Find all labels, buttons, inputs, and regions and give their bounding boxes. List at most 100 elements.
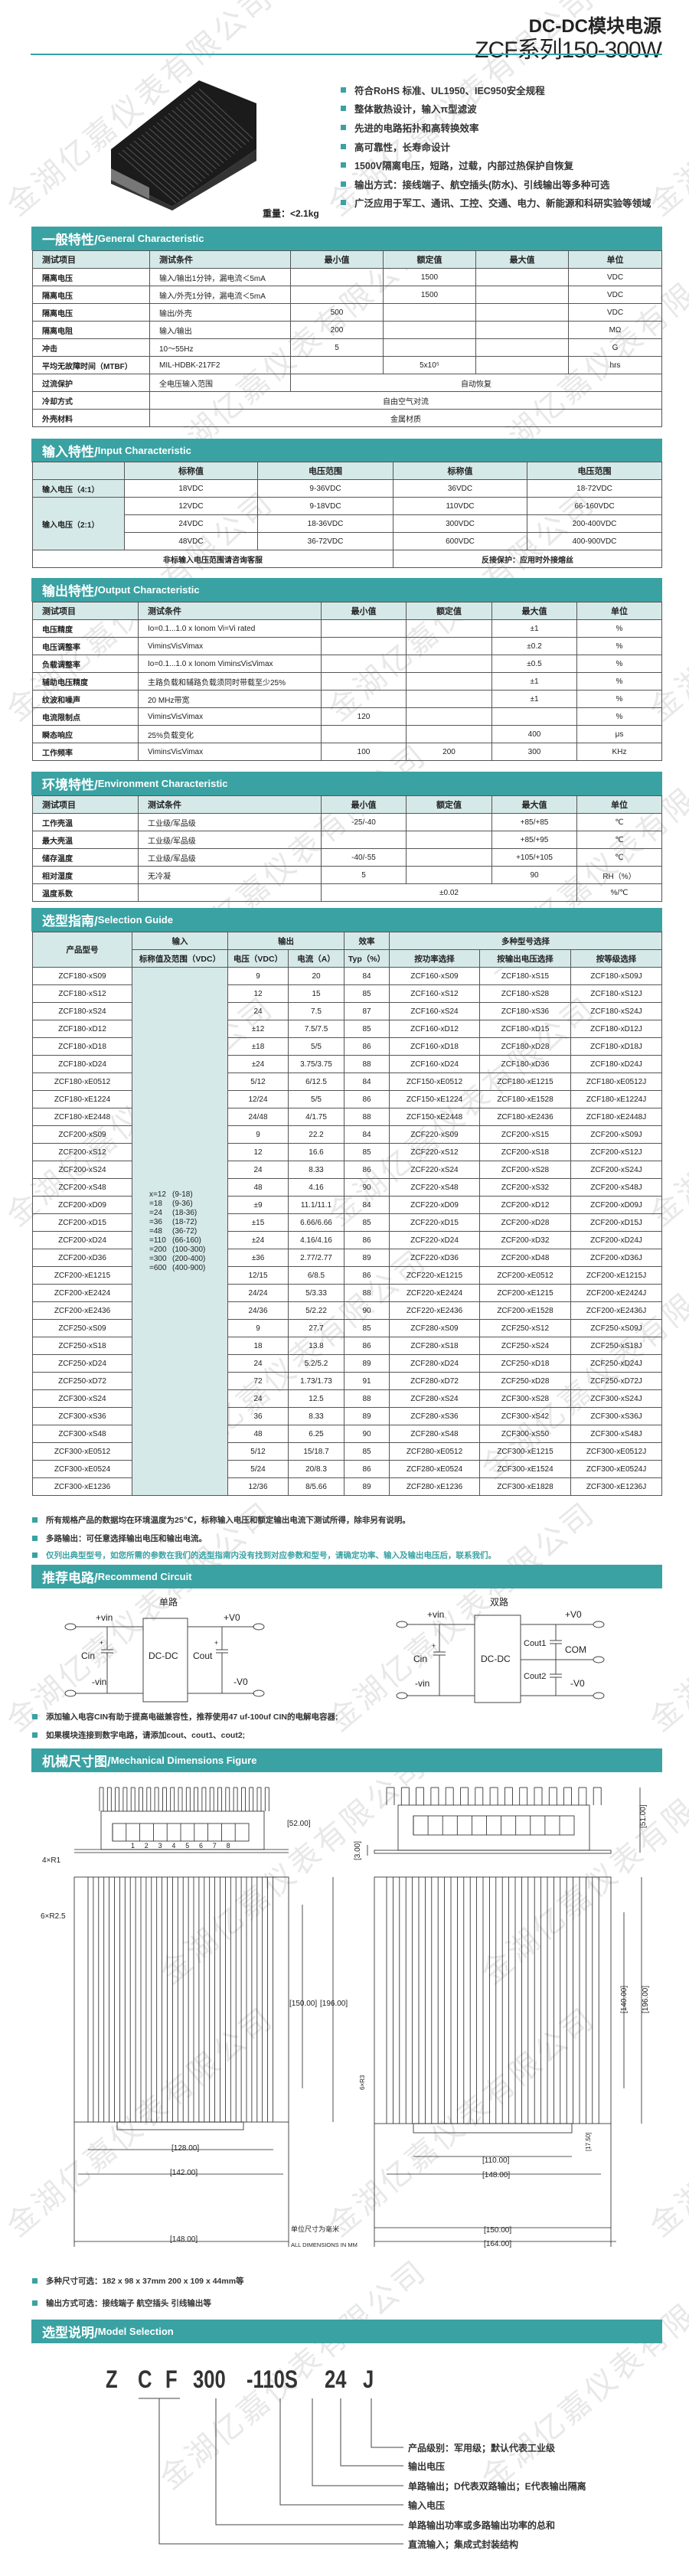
table-row: ZCF300-xS24 24 12.5 88 ZCF280-xS24 ZCF300-xS2… (32, 1389, 663, 1408)
table-cell: ZCF280-xS09 (389, 1319, 480, 1337)
column-header: 最小值 (321, 602, 407, 620)
page-title: DC-DC模块电源 (528, 16, 661, 37)
section-header-input: 输入特性/Input Characteristic (31, 439, 662, 462)
table-cell: 84 (344, 1073, 390, 1091)
dual-circuit (396, 1614, 605, 1703)
table-cell: 66-160VDC (527, 497, 662, 515)
table-cell: G (568, 338, 662, 357)
table-row: 隔离电压 输出/外壳 500 VDC (32, 303, 662, 322)
table-cell: ZCF300-xE1524 (479, 1460, 571, 1478)
table-cell: ZCF300-xS42 (479, 1407, 571, 1425)
table-cell: ±36 (227, 1249, 289, 1267)
column-header: 标称值 (124, 462, 258, 480)
table-cell: 18VDC (124, 479, 258, 498)
table-cell: 瞬态响应 (32, 725, 139, 743)
table-cell: 84 (344, 967, 390, 985)
table-row: 工作壳温 工业级/军品级 -25/-40 +85/+85 ℃ (32, 813, 662, 831)
table-cell: 22.2 (288, 1125, 344, 1144)
column-header: 额定值 (406, 602, 492, 620)
table-cell (406, 619, 492, 638)
table-cell: ZCF250-xD28 (479, 1372, 571, 1390)
table-cell: MΩ (568, 321, 662, 339)
table-cell: Io=0.1...1.0 x Ionom Vi=Vi rated (138, 619, 322, 638)
note-text: 添加输入电容CIN有助于提高电磁兼容性，推荐使用47 uf-100uf CIN的… (46, 1712, 338, 1722)
bullet-square-icon (341, 87, 346, 93)
input-range: (36-72) (172, 1226, 198, 1236)
dual-title: 双路 (490, 1596, 508, 1608)
table-cell: 86 (344, 1337, 390, 1355)
table-cell: 48VDC (124, 532, 258, 550)
note-item: 仅列出典型型号，如您所需的参数在我们的选型指南内没有找到对应参数和型号，请确定功… (32, 1549, 496, 1561)
table-cell (406, 848, 492, 867)
table-cell: ZCF220-xD36 (389, 1249, 480, 1267)
table-cell: 9-36VDC (257, 479, 393, 498)
table-cell: ZCF220-xS48 (389, 1178, 480, 1197)
table-cell: 工业级/军品级 (138, 831, 322, 849)
table-cell: ZCF300-xS50 (479, 1425, 571, 1443)
table-cell: 85 (344, 984, 390, 1003)
table-cell: 12/36 (227, 1477, 289, 1496)
input-code: =24 (149, 1208, 162, 1217)
table-cell: ZCF280-xS18 (389, 1337, 480, 1355)
model-cell: ZCF300-xS48 (32, 1425, 132, 1443)
table-cell: ZCF250-xD18 (479, 1354, 571, 1373)
table-row: 输入电压（4:1） 18VDC 9-36VDC 36VDC 18-72VDC (32, 479, 662, 498)
column-header: 标称值 (393, 462, 527, 480)
feature-item: 先进的电路拓扑和高转换效率 (341, 118, 651, 137)
table-row: 过流保护 全电压输入范围 自动恢复 (32, 374, 662, 392)
table-cell: 87 (344, 1002, 390, 1020)
section-title-en: Selection Guide (97, 914, 173, 926)
table-cell: 4.16/4.16 (288, 1231, 344, 1249)
label-vin-pos: +vin (427, 1609, 444, 1620)
table-cell: ZCF180-xS36 (479, 1002, 571, 1020)
table-cell (290, 268, 384, 286)
table-row: ZCF200-xD09 ±9 11.1/11.1 84 ZCF220-xD09 ZCF20… (32, 1196, 663, 1214)
dim-110: [110.00] (482, 2156, 510, 2165)
terminal-pin-number: 5 (185, 1842, 189, 1850)
table-cell: 主路负载和辅路负载须同时带载至少25% (138, 672, 322, 691)
table-cell (321, 690, 407, 708)
table-cell: 7.5 (288, 1002, 344, 1020)
table-row: ZCF250-xS09 9 27.7 85 ZCF280-xS09 ZCF250-xS12… (32, 1319, 663, 1337)
table-cell: ZCF180-xS28 (479, 984, 571, 1003)
column-header: 最大值 (491, 795, 577, 814)
table-cell: 200 (406, 743, 492, 761)
table-cell: 5 (321, 866, 407, 884)
input-option: =24 (18-36) (149, 1209, 197, 1218)
input-code: =300 (149, 1254, 167, 1263)
table-cell: ZCF280-xS36 (389, 1407, 480, 1425)
table-cell: 24VDC (124, 514, 258, 533)
section-title-en: Output Characteristic (97, 584, 200, 596)
table-cell: ZCF300-xS48J (570, 1425, 663, 1443)
table-cell: 200-400VDC (527, 514, 662, 533)
table-header-row: 测试项目 测试条件 最小值 额定值 最大值 单位 (32, 250, 662, 269)
table-cell: hrs (568, 356, 662, 374)
table-cell: ZCF280-xS24 (389, 1389, 480, 1408)
table-cell: 86 (344, 1161, 390, 1179)
section-header-circuit: 推荐电路/Recommend Circuit (31, 1565, 662, 1588)
table-cell: 72 (227, 1372, 289, 1390)
model-cell: ZCF180-xS24 (32, 1002, 132, 1020)
section-title-cn: 输出特性/ (42, 584, 98, 599)
table-cell: 5/5 (288, 1037, 344, 1056)
table-row: ZCF180-xS12 12 15 85 ZCF160-xS12 ZCF180-xS28 Z… (32, 984, 663, 1003)
feature-text: 先进的电路拓扑和高转换效率 (354, 122, 479, 134)
table-cell (475, 321, 569, 339)
table-cell: 85 (344, 1442, 390, 1461)
table-row: 隔离电压 输入/外壳1分钟，漏电流＜5mA 1500 VDC (32, 286, 662, 304)
table-cell: ZCF280-xD72 (389, 1372, 480, 1390)
table-cell: ZCF200-xE2424J (570, 1284, 663, 1302)
table-cell: 无冷凝 (138, 866, 322, 884)
table-cell: ZCF280-xD24 (389, 1354, 480, 1373)
table-row: ZCF300-xS36 36 8.33 89 ZCF280-xS36 ZCF300-xS4… (32, 1407, 663, 1425)
table-cell: 4/1.75 (288, 1108, 344, 1126)
dim-150-right: [150.00] (484, 2226, 511, 2235)
table-cell: 86 (344, 1037, 390, 1056)
table-cell: ZCF180-xD24J (570, 1055, 663, 1073)
table-cell: RH（%） (576, 866, 662, 884)
table-cell: 最大壳温 (32, 831, 139, 849)
model-cell: ZCF180-xE1224 (32, 1090, 132, 1108)
column-header: 单位 (568, 250, 662, 269)
section-header-model: 选型说明/Model Selection (31, 2320, 662, 2343)
table-cell: 90 (344, 1301, 390, 1320)
